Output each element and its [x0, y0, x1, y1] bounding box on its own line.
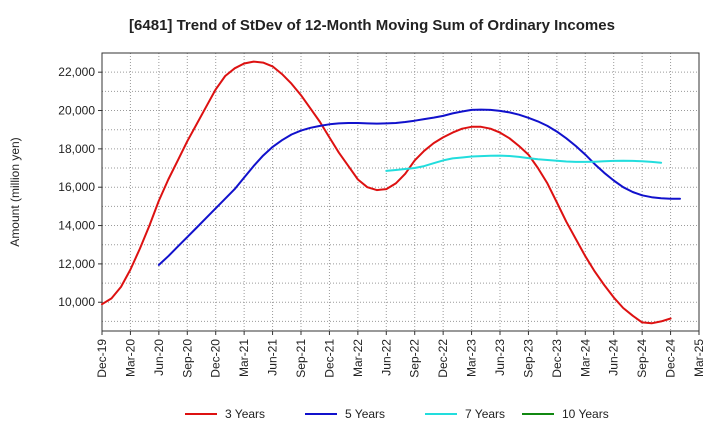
series-line-5-years: [157, 108, 681, 266]
y-tick-label: 22,000: [58, 65, 95, 79]
y-tick-label: 14,000: [58, 219, 95, 233]
x-tick-label: Jun-20: [152, 339, 166, 376]
legend-label: 5 Years: [345, 407, 385, 421]
y-axis: 10,000 12,000 14,000 16,000 18,000 20,000 22,0…: [58, 65, 102, 309]
x-tick-label: Sep-22: [408, 339, 422, 378]
x-tick-label: Dec-21: [322, 339, 336, 378]
x-tick-label: Mar-21: [237, 339, 251, 377]
x-tick-label: Mar-22: [351, 339, 365, 377]
x-tick-label: Dec-23: [550, 339, 564, 378]
x-tick-label: Mar-25: [692, 339, 706, 377]
x-axis: Dec-19 Mar-20 Jun-20 Sep-20 Dec-20 Mar-21 Jun-…: [95, 331, 706, 378]
y-tick-label: 16,000: [58, 180, 95, 194]
legend: 3 Years 5 Years 7 Years 10 Years: [185, 407, 609, 421]
x-tick-label: Sep-21: [294, 339, 308, 378]
x-tick-label: Sep-24: [635, 339, 649, 378]
x-tick-label: Sep-23: [521, 339, 535, 378]
y-tick-label: 10,000: [58, 295, 95, 309]
y-tick-label: 12,000: [58, 257, 95, 271]
y-axis-label: Amount (million yen): [8, 137, 22, 246]
x-tick-label: Jun-22: [379, 339, 393, 376]
x-tick-label: Dec-22: [436, 339, 450, 378]
y-tick-label: 18,000: [58, 142, 95, 156]
plot-frame: [101, 52, 700, 332]
x-tick-label: Mar-23: [465, 339, 479, 377]
x-tick-label: Jun-24: [607, 339, 621, 376]
x-tick-label: Dec-19: [95, 339, 109, 378]
chart-title: [6481] Trend of StDev of 12-Month Moving…: [129, 17, 615, 34]
legend-label: 10 Years: [562, 407, 609, 421]
x-tick-label: Dec-24: [664, 339, 678, 378]
grid: [102, 52, 699, 331]
series-line-3-years: [101, 60, 672, 325]
x-tick-label: Sep-20: [180, 339, 194, 378]
x-tick-label: Mar-24: [578, 339, 592, 377]
x-tick-label: Jun-23: [493, 339, 507, 376]
series-line-7-years: [385, 154, 663, 172]
series-group: [101, 60, 681, 325]
y-tick-label: 20,000: [58, 104, 95, 118]
legend-label: 7 Years: [465, 407, 505, 421]
legend-label: 3 Years: [225, 407, 265, 421]
x-tick-label: Jun-21: [266, 339, 280, 376]
x-tick-label: Mar-20: [123, 339, 137, 377]
x-tick-label: Dec-20: [209, 339, 223, 378]
